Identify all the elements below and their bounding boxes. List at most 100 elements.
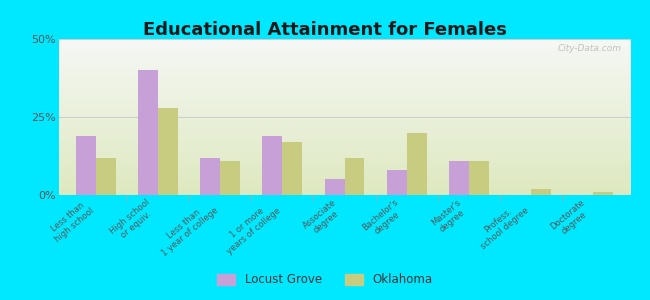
Bar bbox=[58, 118, 630, 120]
Bar bbox=[58, 47, 630, 48]
Bar bbox=[58, 44, 630, 45]
Bar bbox=[58, 165, 630, 167]
Legend: Locust Grove, Oklahoma: Locust Grove, Oklahoma bbox=[213, 269, 437, 291]
Bar bbox=[58, 69, 630, 70]
Bar bbox=[58, 55, 630, 56]
Bar bbox=[58, 162, 630, 164]
Bar bbox=[58, 192, 630, 194]
Bar bbox=[58, 62, 630, 64]
Bar bbox=[58, 176, 630, 178]
Bar bbox=[58, 186, 630, 187]
Bar bbox=[58, 76, 630, 78]
Bar bbox=[58, 114, 630, 116]
Bar bbox=[58, 120, 630, 122]
Bar bbox=[220, 161, 240, 195]
Bar bbox=[58, 173, 630, 175]
Bar bbox=[58, 91, 630, 92]
Bar bbox=[58, 59, 630, 61]
Bar bbox=[58, 52, 630, 53]
Bar bbox=[58, 145, 630, 147]
Bar bbox=[58, 181, 630, 182]
Bar bbox=[58, 164, 630, 165]
Bar bbox=[58, 179, 630, 181]
Bar bbox=[58, 64, 630, 65]
Bar bbox=[58, 172, 630, 173]
Bar bbox=[58, 42, 630, 44]
Bar bbox=[58, 81, 630, 83]
Bar bbox=[58, 67, 630, 69]
Bar bbox=[58, 94, 630, 95]
Bar bbox=[58, 78, 630, 80]
Bar bbox=[58, 133, 630, 134]
Bar bbox=[158, 108, 178, 195]
Bar bbox=[58, 50, 630, 52]
Bar bbox=[58, 86, 630, 87]
Bar bbox=[58, 137, 630, 139]
Bar bbox=[138, 70, 158, 195]
Bar bbox=[469, 161, 489, 195]
Bar bbox=[58, 95, 630, 97]
Bar bbox=[58, 158, 630, 159]
Bar bbox=[58, 175, 630, 176]
Bar bbox=[58, 182, 630, 184]
Bar bbox=[58, 122, 630, 123]
Bar bbox=[58, 190, 630, 192]
Bar bbox=[58, 83, 630, 84]
Bar bbox=[58, 117, 630, 118]
Bar bbox=[58, 80, 630, 81]
Bar bbox=[58, 61, 630, 62]
Bar bbox=[58, 53, 630, 55]
Bar bbox=[58, 142, 630, 143]
Bar bbox=[58, 40, 630, 42]
Bar bbox=[58, 103, 630, 104]
Bar bbox=[58, 111, 630, 112]
Bar bbox=[449, 161, 469, 195]
Bar bbox=[58, 65, 630, 67]
Bar bbox=[58, 139, 630, 140]
Bar bbox=[58, 194, 630, 195]
Bar bbox=[58, 148, 630, 150]
Bar bbox=[58, 84, 630, 86]
Bar bbox=[58, 112, 630, 114]
Bar bbox=[58, 39, 630, 40]
Bar bbox=[593, 192, 613, 195]
Bar bbox=[58, 156, 630, 158]
Bar bbox=[58, 108, 630, 109]
Bar bbox=[58, 187, 630, 189]
Bar bbox=[344, 158, 365, 195]
Bar bbox=[58, 153, 630, 154]
Bar bbox=[324, 179, 345, 195]
Bar bbox=[58, 45, 630, 47]
Bar bbox=[200, 158, 220, 195]
Bar bbox=[282, 142, 302, 195]
Bar bbox=[263, 136, 282, 195]
Bar bbox=[58, 109, 630, 111]
Bar bbox=[58, 104, 630, 106]
Bar bbox=[58, 178, 630, 179]
Bar bbox=[58, 97, 630, 98]
Bar bbox=[58, 147, 630, 148]
Bar bbox=[58, 159, 630, 161]
Bar bbox=[58, 73, 630, 75]
Bar bbox=[58, 150, 630, 151]
Bar bbox=[58, 131, 630, 133]
Bar bbox=[58, 128, 630, 130]
Bar bbox=[58, 189, 630, 190]
Bar bbox=[58, 116, 630, 117]
Bar bbox=[58, 101, 630, 103]
Bar bbox=[58, 48, 630, 50]
Bar bbox=[58, 169, 630, 170]
Bar bbox=[76, 136, 96, 195]
Bar bbox=[58, 123, 630, 125]
Text: Educational Attainment for Females: Educational Attainment for Females bbox=[143, 21, 507, 39]
Bar bbox=[58, 130, 630, 131]
Bar bbox=[58, 143, 630, 145]
Bar bbox=[58, 184, 630, 186]
Bar bbox=[58, 72, 630, 73]
Bar bbox=[58, 161, 630, 162]
Bar bbox=[58, 75, 630, 76]
Bar bbox=[531, 189, 551, 195]
Bar bbox=[407, 133, 426, 195]
Bar bbox=[58, 126, 630, 128]
Bar bbox=[58, 134, 630, 136]
